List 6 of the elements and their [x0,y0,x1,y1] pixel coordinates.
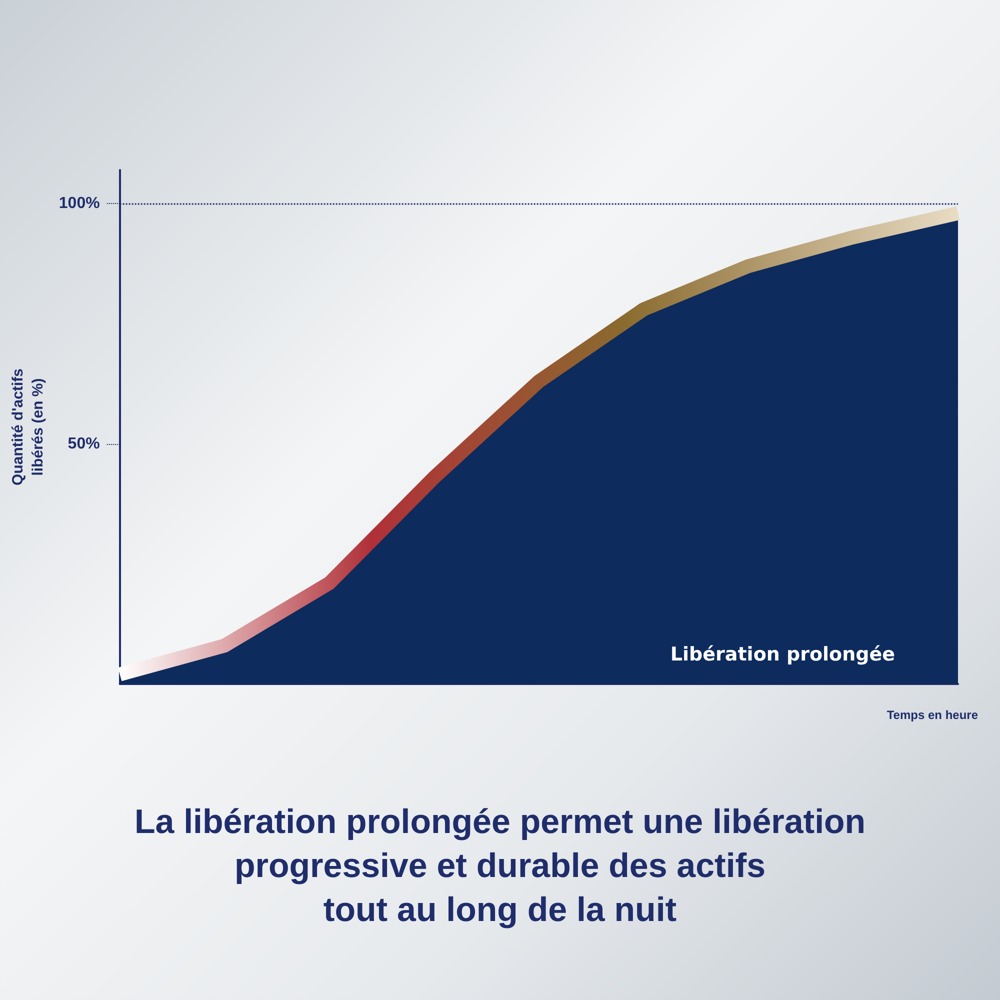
text: La libération prolongée permet une libération progressive et durable des actifs tout au long de la nuit [134,803,866,929]
series-label: Libération prolongée [670,644,895,666]
y-tick-label: 50% [68,435,100,452]
y-tick-label: 100% [58,195,100,212]
y-axis-title: Quantité d'actifs libérés (en %) [10,368,46,486]
x-axis-title: Temps en heure [886,708,978,722]
